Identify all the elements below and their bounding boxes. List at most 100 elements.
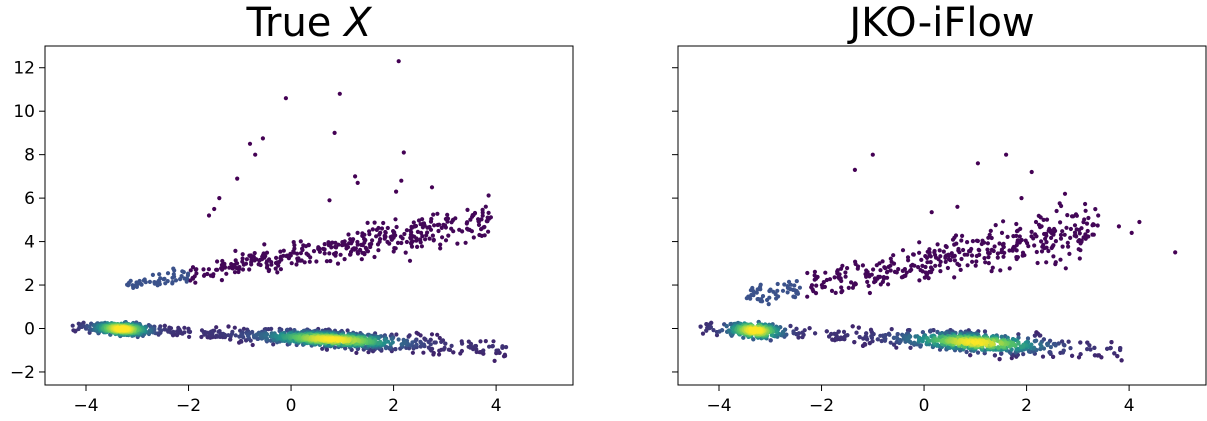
- scatter-point: [911, 252, 916, 257]
- scatter-point: [887, 332, 892, 337]
- scatter-point: [182, 325, 187, 330]
- scatter-point: [345, 328, 350, 333]
- scatter-point: [409, 241, 414, 246]
- scatter-point: [485, 219, 490, 224]
- scatter-point: [1065, 213, 1070, 218]
- scatter-point: [1037, 333, 1042, 338]
- x-axis: −4 −2 0 2 4: [73, 385, 502, 416]
- scatter-point: [1047, 350, 1052, 355]
- scatter-point: [1053, 343, 1058, 348]
- scatter-point: [768, 338, 773, 343]
- scatter-point: [865, 279, 870, 284]
- scatter-point: [756, 297, 761, 302]
- scatter-point: [999, 230, 1005, 235]
- scatter-point: [365, 220, 370, 225]
- scatter-point: [374, 234, 379, 239]
- scatter-point: [414, 342, 419, 347]
- scatter-point: [247, 253, 252, 258]
- scatter-point: [885, 269, 890, 274]
- scatter-point: [749, 292, 754, 298]
- scatter-point: [854, 330, 859, 335]
- scatter-point: [790, 287, 796, 292]
- x-tick-label: −4: [706, 396, 731, 416]
- scatter-point: [1067, 251, 1072, 256]
- scatter-point: [319, 336, 325, 341]
- scatter-point: [944, 244, 949, 250]
- scatter-point: [912, 340, 917, 345]
- scatter-point: [1045, 342, 1050, 348]
- scatter-point: [222, 264, 227, 269]
- scatter-point: [432, 340, 437, 345]
- scatter-point: [1016, 332, 1021, 337]
- scatter-point: [850, 324, 855, 329]
- scatter-point: [168, 326, 174, 331]
- scatter-point: [370, 227, 375, 232]
- scatter-point: [941, 249, 946, 254]
- scatter-point: [786, 279, 792, 284]
- scatter-point: [215, 259, 220, 264]
- scatter-point: [886, 282, 891, 287]
- scatter-point: [989, 269, 994, 274]
- scatter-point: [175, 329, 180, 334]
- scatter-point: [233, 248, 238, 253]
- scatter-points: [70, 59, 509, 363]
- scatter-point: [780, 330, 785, 335]
- scatter-point: [264, 265, 270, 270]
- scatter-point: [504, 345, 509, 350]
- scatter-point: [829, 288, 835, 293]
- scatter-point: [480, 213, 485, 218]
- scatter-point: [385, 225, 390, 231]
- scatter-point: [999, 351, 1004, 356]
- scatter-point: [1077, 231, 1082, 236]
- scatter-point: [1004, 152, 1009, 157]
- scatter-point: [178, 328, 183, 334]
- scatter-point: [1119, 358, 1124, 363]
- scatter-point: [316, 246, 321, 251]
- scatter-point: [292, 246, 297, 251]
- scatter-point: [419, 244, 424, 249]
- scatter-point: [875, 337, 880, 342]
- scatter-point: [147, 279, 152, 284]
- scatter-point: [1063, 266, 1068, 271]
- scatter-point: [332, 345, 337, 350]
- scatter-point: [226, 324, 231, 329]
- scatter-point: [926, 276, 931, 281]
- scatter-point: [350, 239, 355, 244]
- scatter-point: [1039, 249, 1045, 254]
- scatter-point: [295, 251, 300, 256]
- scatter-point: [1062, 191, 1068, 196]
- scatter-point: [989, 247, 994, 252]
- scatter-point: [1036, 213, 1041, 218]
- scatter-point: [264, 260, 269, 266]
- scatter-point: [322, 242, 327, 247]
- x-tick-label: −2: [176, 396, 201, 416]
- scatter-point: [399, 178, 404, 183]
- scatter-point: [986, 255, 991, 260]
- scatter-point: [445, 216, 451, 221]
- scatter-point: [975, 161, 981, 166]
- scatter-point: [500, 345, 505, 350]
- scatter-point: [989, 341, 995, 346]
- scatter-point: [431, 238, 436, 243]
- scatter-point: [1031, 236, 1036, 241]
- scatter-point: [394, 224, 399, 230]
- scatter-point: [406, 334, 411, 339]
- scatter-point: [945, 265, 951, 271]
- scatter-point: [1042, 246, 1047, 251]
- scatter-point: [982, 256, 987, 261]
- scatter-point: [421, 350, 426, 355]
- scatter-point: [979, 241, 984, 247]
- scatter-point: [496, 348, 501, 353]
- scatter-point: [1044, 240, 1049, 245]
- scatter-point: [487, 344, 492, 349]
- scatter-point: [165, 271, 171, 276]
- scatter-point: [1068, 346, 1073, 351]
- scatter-point: [178, 277, 183, 282]
- scatter-point: [333, 250, 338, 255]
- scatter-point: [1043, 236, 1048, 241]
- scatter-point: [183, 276, 188, 281]
- scatter-point: [993, 223, 998, 228]
- scatter-point: [181, 270, 186, 275]
- scatter-point: [794, 326, 799, 331]
